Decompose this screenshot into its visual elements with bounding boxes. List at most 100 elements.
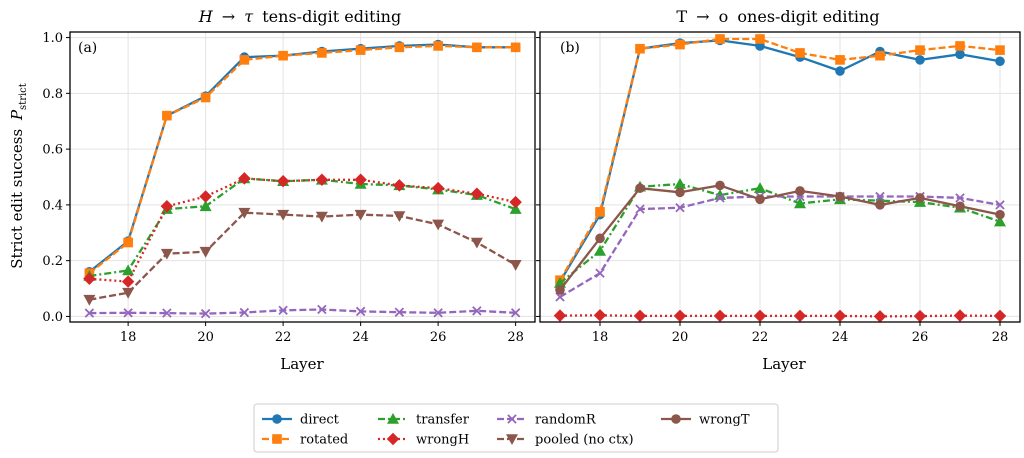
legend-entry-direct: direct [262,413,340,428]
panel-a-pooled-point [160,248,173,260]
panel-a-rotated-point [162,110,172,121]
panel-a-x-tick-label: 18 [120,330,137,345]
panel-a-y-tick-label: 0.6 [42,143,63,158]
panel-a-title: H → τ tens-digit editing [198,7,401,26]
panel-b-wrongT-point [915,193,925,203]
panel-b-series-wrongT [555,180,1005,295]
legend-rotated-label: rotated [300,433,348,448]
legend-wrongH-marker [386,432,400,446]
panel-b-rotated-line [559,37,1001,281]
panel-b-title: T → o ones-digit editing [676,7,879,26]
panel-a-transfer-point [509,203,522,214]
panel-b-wrongH-point [833,309,847,323]
legend-wrongT-marker [671,414,681,424]
legend-entry-randomR: randomR [497,413,597,428]
panel-a-pooled-point [277,209,290,221]
legend-pooled-label: pooled (no ctx) [535,433,634,448]
panel-a-pooled-point [122,287,135,299]
panel-a-randomR-point [162,308,172,318]
panel-b-randomR-point [715,193,725,203]
legend-wrongH-label: wrongH [416,433,469,448]
panel-a-series-rotated [84,41,521,279]
panel-b-rotated-point [915,45,925,55]
panel-a-wrongH-point [276,174,290,188]
panel-a-x-tick-label: 22 [275,330,292,345]
legend-entry-wrongT: wrongT [661,413,750,428]
panel-a-series-wrongH [83,172,522,288]
panel-a-rotated-point [394,42,405,53]
panel-b-wrongT-point [595,233,605,244]
panel-a-randomR-point [394,307,405,317]
panel-b-wrongH-point [873,310,887,323]
panel-b-wrongT-point [875,200,885,210]
panel-b-transfer-point [594,244,606,256]
panel-a-wrongH-point [315,173,329,187]
panel-b-randomR-point [995,200,1005,210]
panel-a-randomR-point [317,304,327,315]
panel-a-pooled-point [354,209,367,221]
legend-transfer-marker [387,413,399,424]
panel-a-series-transfer [83,172,522,281]
panel-a-y-tick-label: 0.2 [42,254,63,269]
panel-b-rotated-point [595,207,605,217]
panel-a-randomR-point [355,306,366,317]
panel-a-randomR-point [510,308,521,318]
panel-a-randomR-line [89,308,516,315]
panel-b-x-tick-label: 22 [752,330,769,345]
panel-b-direct-point [955,49,965,60]
panel-b-rotated-point [995,45,1005,55]
legend-direct-marker [272,414,282,424]
panel-b-randomR-point [555,292,565,302]
panel-a-wrongH-point [160,200,174,213]
legend-pooled-marker [506,434,518,445]
legend-entry-rotated: rotated [262,433,348,448]
panel-a-randomR-point [84,308,95,318]
panel-b-rotated-point [955,41,965,51]
panel-b-x-tick-label: 20 [672,330,689,345]
legend: direct rotated transfer wrongH randomR pooled… [253,403,779,453]
panel-b-wrongH-point [633,309,647,323]
panel-a-wrongH-point [83,272,96,286]
panel-b-wrongH-point [953,309,967,322]
panel-a-randomR-point [278,305,288,316]
panel-b-wrongH-point [713,309,727,323]
panel-b-randomR-line [559,195,1001,298]
panel-b-direct-point [835,66,845,76]
panel-a-pooled-point [199,246,212,258]
panel-a-wrongH-point [393,179,406,192]
panel-a-pooled-line [89,211,517,301]
panel-a-rotated-point [200,92,211,103]
panel-b-series-rotated [555,34,1005,285]
legend-entry-wrongH: wrongH [378,433,469,448]
panel-a-series-direct [84,39,521,277]
panel-b-randomR-point [875,191,885,202]
legend-direct-label: direct [300,413,340,428]
panel-a-randomR-point [433,308,443,318]
panel-b-wrongH-point [553,309,567,322]
panel-b-x-axis-title: Layer [762,355,806,373]
panel-a-direct-line [88,43,516,273]
panel-b-transfer-point [754,182,766,193]
panel-b-tag: (b) [560,40,580,56]
panel-b-wrongH-point [753,309,767,323]
panel-b-series-wrongH [553,309,1007,323]
panel-a-pooled-point [470,237,483,249]
panel-a-plot: 18 20 22 24 26 28 0.0 0.2 0.4 0.6 0.8 1.0 [42,31,536,345]
panel-b-wrongH-point [673,309,687,323]
panel-a-pooled-point [509,260,522,271]
panel-a-x-axis-title: Layer [280,355,324,373]
panel-b-wrongH-point [993,309,1007,323]
panel-a-rotated-point [278,50,288,61]
panel-b-wrongT-point [635,183,645,193]
panel-b-rotated-point [675,39,685,50]
panel-a-pooled-point [315,211,328,223]
legend-entry-transfer: transfer [378,413,470,428]
panel-b-rotated-point [835,55,845,65]
panel-b-x-tick-label: 24 [832,330,849,345]
panel-b-wrongH-point [793,309,807,323]
panel-a-rotated-point [433,41,443,51]
panel-b-rotated-point [755,34,765,44]
panel-b-transfer-point [674,177,686,189]
panel-b-randomR-point [675,202,685,213]
panel-a-rotated-point [355,45,366,55]
